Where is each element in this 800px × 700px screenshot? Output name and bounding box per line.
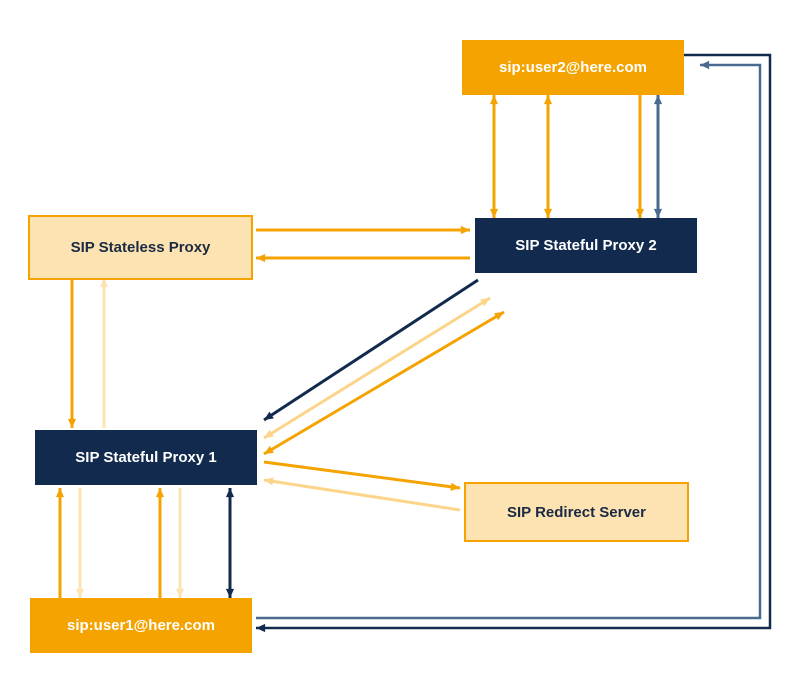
node-stateless: SIP Stateless Proxy xyxy=(28,215,253,280)
edges-layer xyxy=(0,0,800,700)
node-label: SIP Stateful Proxy 1 xyxy=(75,449,216,466)
node-proxy2: SIP Stateful Proxy 2 xyxy=(475,218,697,273)
node-label: SIP Redirect Server xyxy=(507,504,646,521)
node-user1: sip:user1@here.com xyxy=(30,598,252,653)
node-label: sip:user1@here.com xyxy=(67,617,215,634)
node-user2: sip:user2@here.com xyxy=(462,40,684,95)
diagram-canvas: sip:user2@here.com SIP Stateless Proxy SIP… xyxy=(0,0,800,700)
node-proxy1: SIP Stateful Proxy 1 xyxy=(35,430,257,485)
node-label: sip:user2@here.com xyxy=(499,59,647,76)
node-label: SIP Stateless Proxy xyxy=(71,239,211,256)
node-redirect: SIP Redirect Server xyxy=(464,482,689,542)
node-label: SIP Stateful Proxy 2 xyxy=(515,237,656,254)
